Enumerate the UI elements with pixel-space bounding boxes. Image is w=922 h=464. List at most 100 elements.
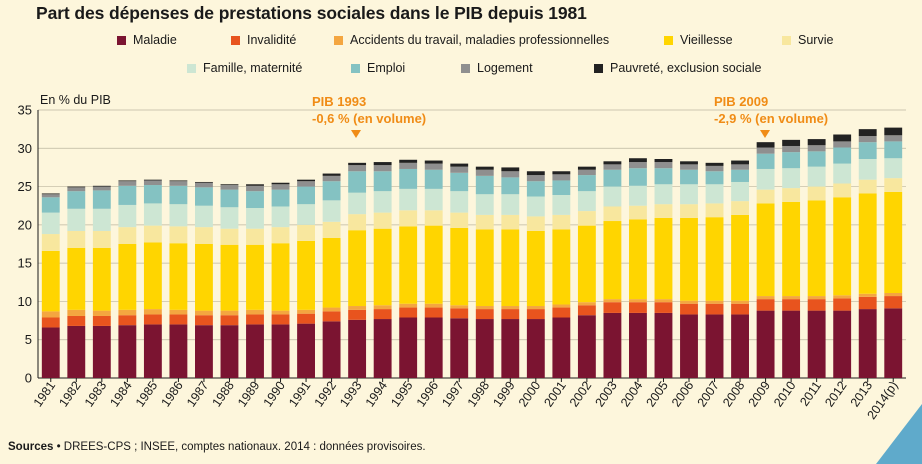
bar-segment <box>220 325 239 378</box>
legend-label: Pauvreté, exclusion sociale <box>610 61 762 75</box>
bar-segment <box>41 327 60 378</box>
bar-segment <box>450 305 469 309</box>
bar-segment <box>246 208 264 229</box>
bar-segment <box>654 302 673 313</box>
bar-segment <box>629 219 647 300</box>
legend-item: Accidents du travail, maladies professio… <box>334 33 609 47</box>
bar-segment <box>450 172 469 192</box>
bar-segment <box>807 151 826 167</box>
legend-label: Maladie <box>133 33 177 47</box>
bar-segment <box>373 228 392 306</box>
bar-segment <box>833 310 852 378</box>
bar-segment <box>92 230 111 248</box>
bar-segment <box>399 162 418 169</box>
bar-segment <box>475 319 494 378</box>
bar-segment <box>41 311 60 318</box>
bar-segment <box>348 171 367 193</box>
bar-segment <box>143 185 162 204</box>
bar-segment <box>782 145 801 153</box>
legend-label: Logement <box>477 61 533 75</box>
annotation-2009-arrow <box>760 130 770 138</box>
bar-segment <box>246 228 264 245</box>
bar-segment <box>195 227 213 244</box>
x-tick-label: 1991 <box>286 379 313 410</box>
bar-segment <box>220 185 239 190</box>
bar-segment <box>807 310 826 378</box>
bar-segment <box>348 309 367 320</box>
bar-segment <box>450 308 469 319</box>
bar-segment <box>143 180 162 186</box>
bar-segment <box>603 299 622 303</box>
legend-label: Invalidité <box>247 33 297 47</box>
bar-segment <box>552 171 571 175</box>
bar-segment <box>297 224 315 241</box>
x-tick-label: 2009 <box>746 379 773 410</box>
bar-segment <box>475 175 494 195</box>
bar-segment <box>501 306 520 310</box>
legend-item: Survie <box>782 33 833 47</box>
bar-segment <box>629 312 647 378</box>
bar-segment <box>577 225 596 303</box>
bar-segment <box>731 300 749 304</box>
bar-segment <box>731 164 749 170</box>
bar-segment <box>756 189 775 204</box>
bar-segment <box>246 314 264 325</box>
bar-segment <box>195 205 213 228</box>
bar-segment <box>654 159 673 163</box>
bar-segment <box>41 193 60 195</box>
bar-segment <box>450 318 469 378</box>
bar-segment <box>884 127 903 136</box>
bar-segment <box>92 247 111 311</box>
x-tick-label: 1994 <box>363 379 390 410</box>
bar-segment <box>118 181 137 186</box>
bar-segment <box>118 325 137 378</box>
x-tick-label: 2006 <box>669 379 696 410</box>
bar-segment <box>271 206 290 228</box>
bar-segment <box>680 314 698 378</box>
bar-segment <box>731 169 749 182</box>
x-tick-label: 1984 <box>107 379 134 410</box>
y-tick-label: 15 <box>18 256 32 271</box>
legend-item: Logement <box>461 61 533 75</box>
bar-segment <box>169 181 188 186</box>
x-tick-label: 2001 <box>541 379 568 410</box>
bar-segment <box>501 194 520 215</box>
bar-segment <box>373 212 392 229</box>
bar-segment <box>577 166 596 170</box>
bar-segment <box>858 296 877 310</box>
bar-segment <box>424 169 443 189</box>
bar-segment <box>654 162 673 169</box>
bar-segment <box>450 212 469 228</box>
bar-segment <box>731 181 749 202</box>
bar-segment <box>705 184 724 204</box>
bar-segment <box>195 310 213 316</box>
x-tick-label: 1988 <box>210 379 237 410</box>
bar-segment <box>501 319 520 378</box>
bar-segment <box>348 165 367 172</box>
bar-segment <box>552 174 571 181</box>
bar-segment <box>373 191 392 213</box>
bar-segment <box>246 324 264 378</box>
x-tick-label: 1983 <box>82 379 109 410</box>
bar-segment <box>807 139 826 146</box>
bar-segment <box>118 185 137 205</box>
bar-segment <box>475 214 494 230</box>
bar-segment <box>195 182 213 188</box>
bar-segment <box>552 180 571 195</box>
bar-segment <box>858 142 877 160</box>
x-tick-label: 1981 <box>31 379 58 410</box>
legend-item: Emploi <box>351 61 405 75</box>
bar-segment <box>246 244 264 310</box>
bar-segment <box>195 187 213 206</box>
bar-segment <box>92 315 111 326</box>
legend-label: Accidents du travail, maladies professio… <box>350 33 610 47</box>
bar-segment <box>246 185 264 192</box>
bar-segment <box>833 134 852 142</box>
bar-segment <box>450 166 469 173</box>
bar-segment <box>680 164 698 170</box>
bar-segment <box>833 298 852 311</box>
bar-segment <box>731 303 749 315</box>
bar-segment <box>629 205 647 220</box>
bar-segment <box>552 307 571 318</box>
